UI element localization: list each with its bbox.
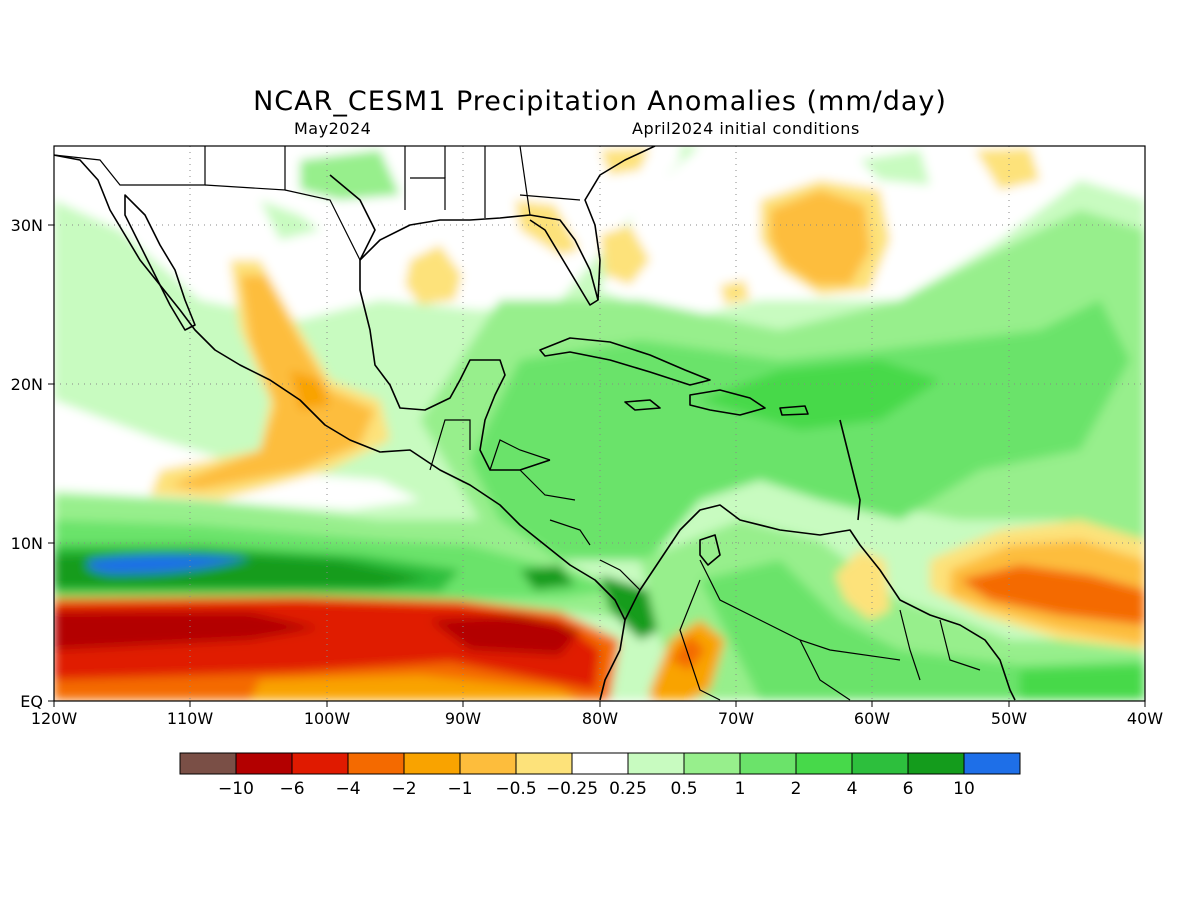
colorbar-label: 4 [847,779,858,799]
colorbar-swatch [851,752,909,775]
lon-tick-label: 120W [31,709,78,728]
initial-conditions-label: April2024 initial conditions [632,119,860,138]
coastlines [54,146,1016,701]
colorbar-swatch [571,752,629,775]
latitude-labels: EQ 10N 20N 30N [11,216,43,711]
colorbar-swatch [291,752,349,775]
colorbar-label: 0.25 [609,779,647,799]
colorbar-swatch [683,752,741,775]
colorbar-label: 0.5 [670,779,697,799]
longitude-labels: 120W 110W 100W 90W 80W 70W 60W 50W 40W [31,709,1163,728]
colorbar-swatch [347,752,405,775]
colorbar-label: −0.25 [546,779,598,799]
colorbar-label: −10 [218,779,254,799]
lon-tick-label: 110W [167,709,214,728]
colorbar-swatch [907,752,965,775]
colorbar-label: −1 [447,779,472,799]
lat-tick-label: 10N [11,534,43,553]
colorbar-swatch [179,752,237,775]
lon-tick-label: 40W [1127,709,1163,728]
lon-tick-label: 50W [991,709,1027,728]
lon-tick-label: 70W [718,709,754,728]
colorbar-swatch [627,752,685,775]
lat-tick-label: 20N [11,375,43,394]
graticule [54,146,1145,700]
axis-ticks [48,224,1146,707]
colorbar-swatch [963,752,1021,775]
colorbar-label: −4 [335,779,360,799]
lon-tick-label: 100W [304,709,351,728]
valid-month-label: May2024 [294,119,372,138]
political-borders [54,146,981,701]
colorbar-label: 2 [791,779,802,799]
colorbar-swatch [235,752,293,775]
colorbar-label: −0.5 [495,779,536,799]
colorbar-label: 6 [903,779,914,799]
colorbar-swatch [459,752,517,775]
colorbar-swatch [403,752,461,775]
colorbar-swatch [515,752,573,775]
map-title: NCAR_CESM1 Precipitation Anomalies (mm/d… [253,86,947,117]
anomaly-field [54,146,1145,701]
lat-tick-label: 30N [11,216,43,235]
colorbar-swatch [739,752,797,775]
colorbar-label: 10 [953,779,975,799]
lon-tick-label: 80W [582,709,618,728]
lon-tick-label: 90W [445,709,481,728]
colorbar-swatch [795,752,853,775]
colorbar-label: −2 [391,779,416,799]
colorbar: −10 −6 −4 −2 −1 −0.5 −0.25 0.25 0.5 1 2 4 6 10 [179,752,1021,799]
colorbar-label: 1 [735,779,746,799]
colorbar-label: −6 [279,779,304,799]
lat-tick-label: EQ [20,692,43,711]
lon-tick-label: 60W [854,709,890,728]
